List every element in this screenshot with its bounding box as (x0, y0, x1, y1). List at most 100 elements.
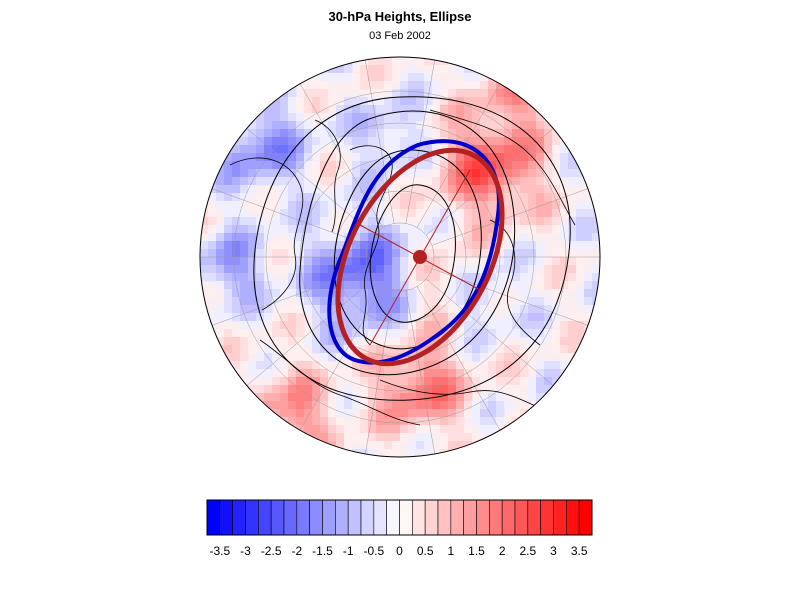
anomaly-cell (408, 409, 417, 418)
anomaly-cell (360, 161, 369, 170)
anomaly-cell (248, 345, 257, 354)
anomaly-cell (456, 233, 465, 242)
anomaly-cell (472, 97, 481, 106)
anomaly-cell (216, 241, 225, 250)
anomaly-cell (376, 233, 385, 242)
anomaly-cell (304, 385, 313, 394)
anomaly-cell (320, 393, 329, 402)
anomaly-cell (408, 113, 417, 122)
anomaly-cell (560, 377, 569, 386)
anomaly-cell (480, 289, 489, 298)
anomaly-cell (360, 137, 369, 146)
anomaly-cell (352, 249, 361, 258)
anomaly-cell (296, 153, 305, 162)
anomaly-cell (552, 337, 561, 346)
anomaly-cell (504, 265, 513, 274)
anomaly-cell (472, 353, 481, 362)
anomaly-cell (528, 249, 537, 258)
anomaly-cell (232, 257, 241, 266)
anomaly-cell (408, 305, 417, 314)
anomaly-cell (400, 97, 409, 106)
anomaly-cell (464, 401, 473, 410)
anomaly-cell (416, 273, 425, 282)
anomaly-cell (576, 201, 585, 210)
anomaly-cell (296, 385, 305, 394)
anomaly-cell (400, 137, 409, 146)
anomaly-cell (240, 345, 249, 354)
anomaly-cell (384, 385, 393, 394)
anomaly-cell (400, 289, 409, 298)
anomaly-cell (392, 313, 401, 322)
anomaly-cell (448, 281, 457, 290)
anomaly-cell (568, 281, 577, 290)
anomaly-cell (304, 393, 313, 402)
anomaly-cell (240, 273, 249, 282)
anomaly-cell (448, 265, 457, 274)
anomaly-cell (304, 217, 313, 226)
anomaly-cell (464, 193, 473, 202)
anomaly-cell (224, 177, 233, 186)
anomaly-cell (208, 169, 217, 178)
anomaly-cell (360, 97, 369, 106)
anomaly-cell (216, 345, 225, 354)
anomaly-cell (360, 177, 369, 186)
anomaly-cell (352, 257, 361, 266)
anomaly-cell (432, 385, 441, 394)
anomaly-cell (448, 217, 457, 226)
anomaly-cell (392, 225, 401, 234)
anomaly-cell (208, 217, 217, 226)
anomaly-cell (360, 73, 369, 82)
anomaly-cell (392, 321, 401, 330)
anomaly-cell (504, 361, 513, 370)
anomaly-cell (480, 393, 489, 402)
anomaly-cell (304, 97, 313, 106)
anomaly-cell (528, 393, 537, 402)
anomaly-cell (368, 257, 377, 266)
anomaly-cell (440, 353, 449, 362)
anomaly-cell (272, 249, 281, 258)
anomaly-cell (536, 201, 545, 210)
anomaly-cell (360, 329, 369, 338)
anomaly-cell (416, 177, 425, 186)
anomaly-cell (288, 145, 297, 154)
meridian-line (299, 286, 384, 431)
anomaly-cell (304, 417, 313, 426)
anomaly-cell (344, 345, 353, 354)
anomaly-cell (200, 257, 209, 266)
anomaly-cell (376, 401, 385, 410)
anomaly-cell (440, 105, 449, 114)
anomaly-cell (456, 401, 465, 410)
anomaly-cell (256, 225, 265, 234)
anomaly-cell (368, 329, 377, 338)
anomaly-cell (560, 233, 569, 242)
anomaly-cell (328, 265, 337, 274)
anomaly-cell (376, 297, 385, 306)
anomaly-cell (408, 201, 417, 210)
anomaly-cell (328, 345, 337, 354)
anomaly-cell (360, 273, 369, 282)
anomaly-cell (376, 385, 385, 394)
anomaly-cell (288, 129, 297, 138)
anomaly-cell (456, 361, 465, 370)
anomaly-cell (312, 337, 321, 346)
anomaly-cell (280, 177, 289, 186)
anomaly-cell (360, 449, 369, 457)
anomaly-cell (264, 233, 273, 242)
anomaly-cell (232, 241, 241, 250)
anomaly-cell (592, 233, 600, 242)
anomaly-cell (536, 321, 545, 330)
anomaly-cell (512, 257, 521, 266)
anomaly-cell (384, 153, 393, 162)
anomaly-cell (392, 305, 401, 314)
anomaly-cell (352, 281, 361, 290)
anomaly-cell (536, 129, 545, 138)
anomaly-cell (496, 281, 505, 290)
anomaly-cell (456, 89, 465, 98)
anomaly-cell (440, 121, 449, 130)
anomaly-cell (424, 233, 433, 242)
anomaly-cell (472, 329, 481, 338)
anomaly-cell (224, 241, 233, 250)
height-contour (253, 96, 571, 401)
anomaly-cell (464, 209, 473, 218)
anomaly-cell (488, 153, 497, 162)
